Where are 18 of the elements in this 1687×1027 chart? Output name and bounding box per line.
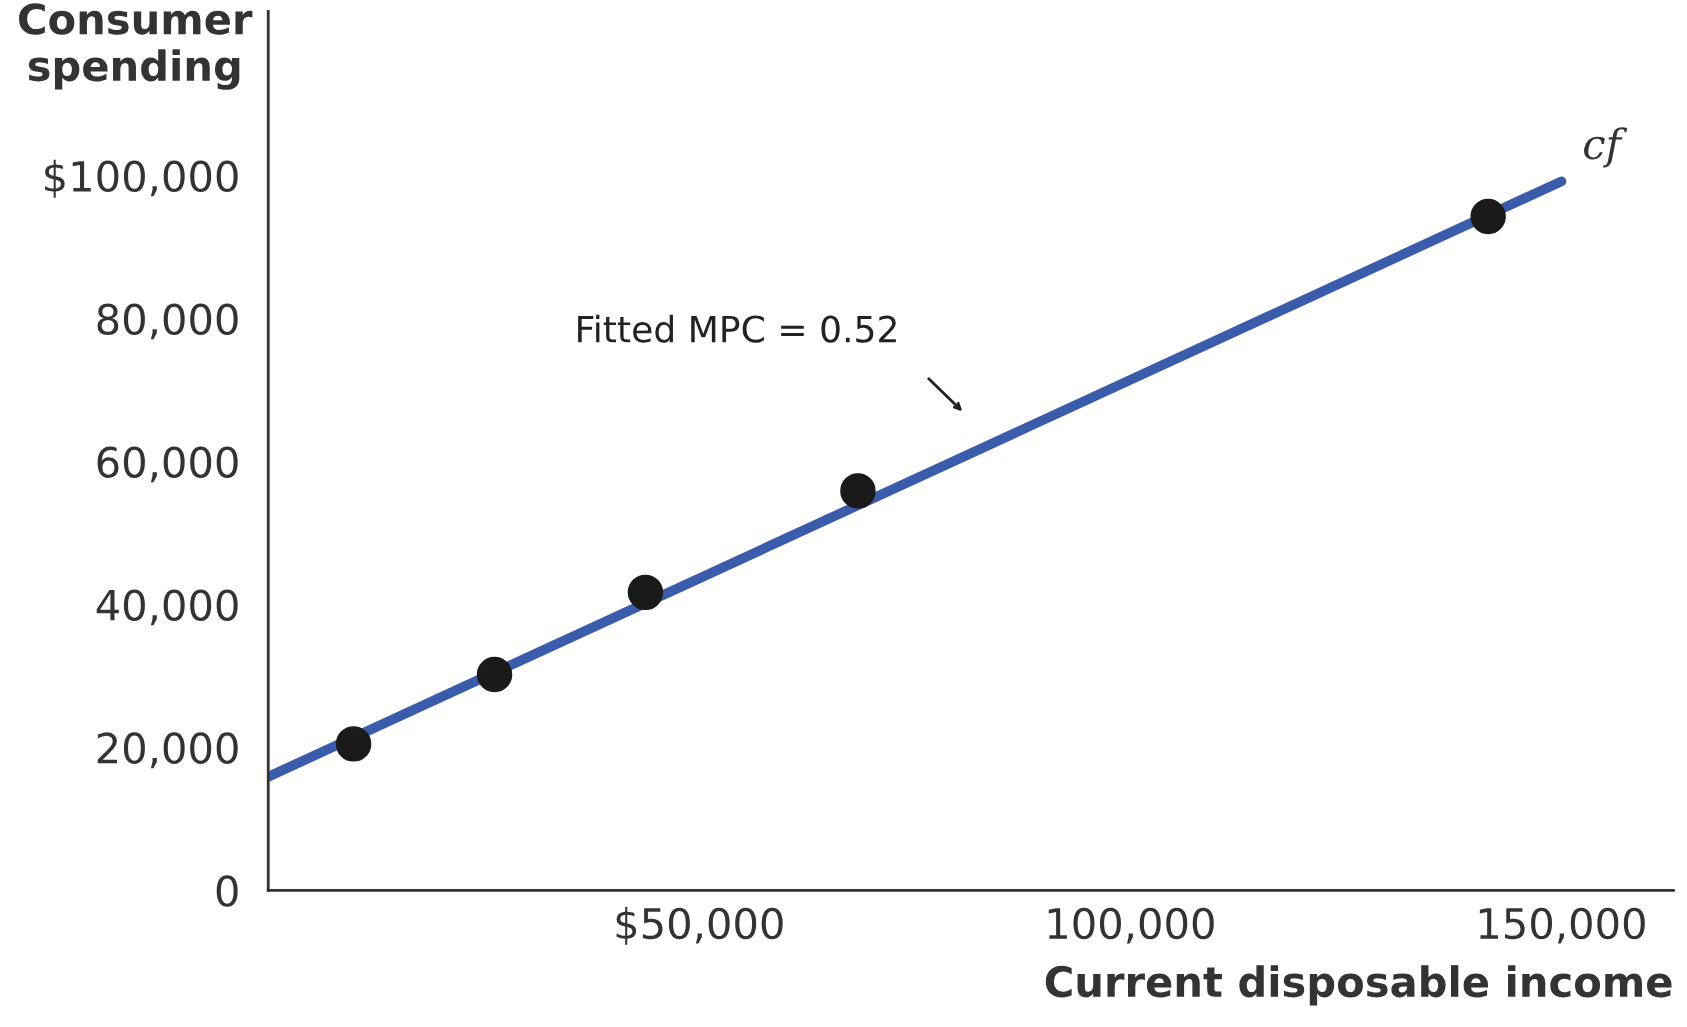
- y-tick-label: 80,000: [97, 303, 238, 340]
- point: [476, 656, 513, 693]
- y-axis-title: Consumer spending: [19, 3, 253, 90]
- x-axis-title: Current disposable income: [1045, 965, 1672, 1006]
- point: [1470, 198, 1506, 235]
- y-tick-label: 20,000: [97, 732, 238, 769]
- y-tick-label: $100,000: [45, 159, 238, 198]
- point: [840, 473, 876, 509]
- x-tick-label: $50,000: [616, 907, 783, 945]
- point: [627, 574, 664, 611]
- y-tick-label: 40,000: [96, 589, 238, 626]
- y-tick-label: 60,000: [97, 446, 238, 483]
- x-tick-label: 150,000: [1479, 907, 1645, 944]
- y-tick-label: 0: [216, 875, 238, 907]
- annotation: Fitted MPC = 0.52: [578, 314, 896, 343]
- point: [335, 726, 372, 762]
- x-tick-label: 100,000: [1048, 907, 1214, 944]
- series-label: cf: [1584, 127, 1628, 168]
